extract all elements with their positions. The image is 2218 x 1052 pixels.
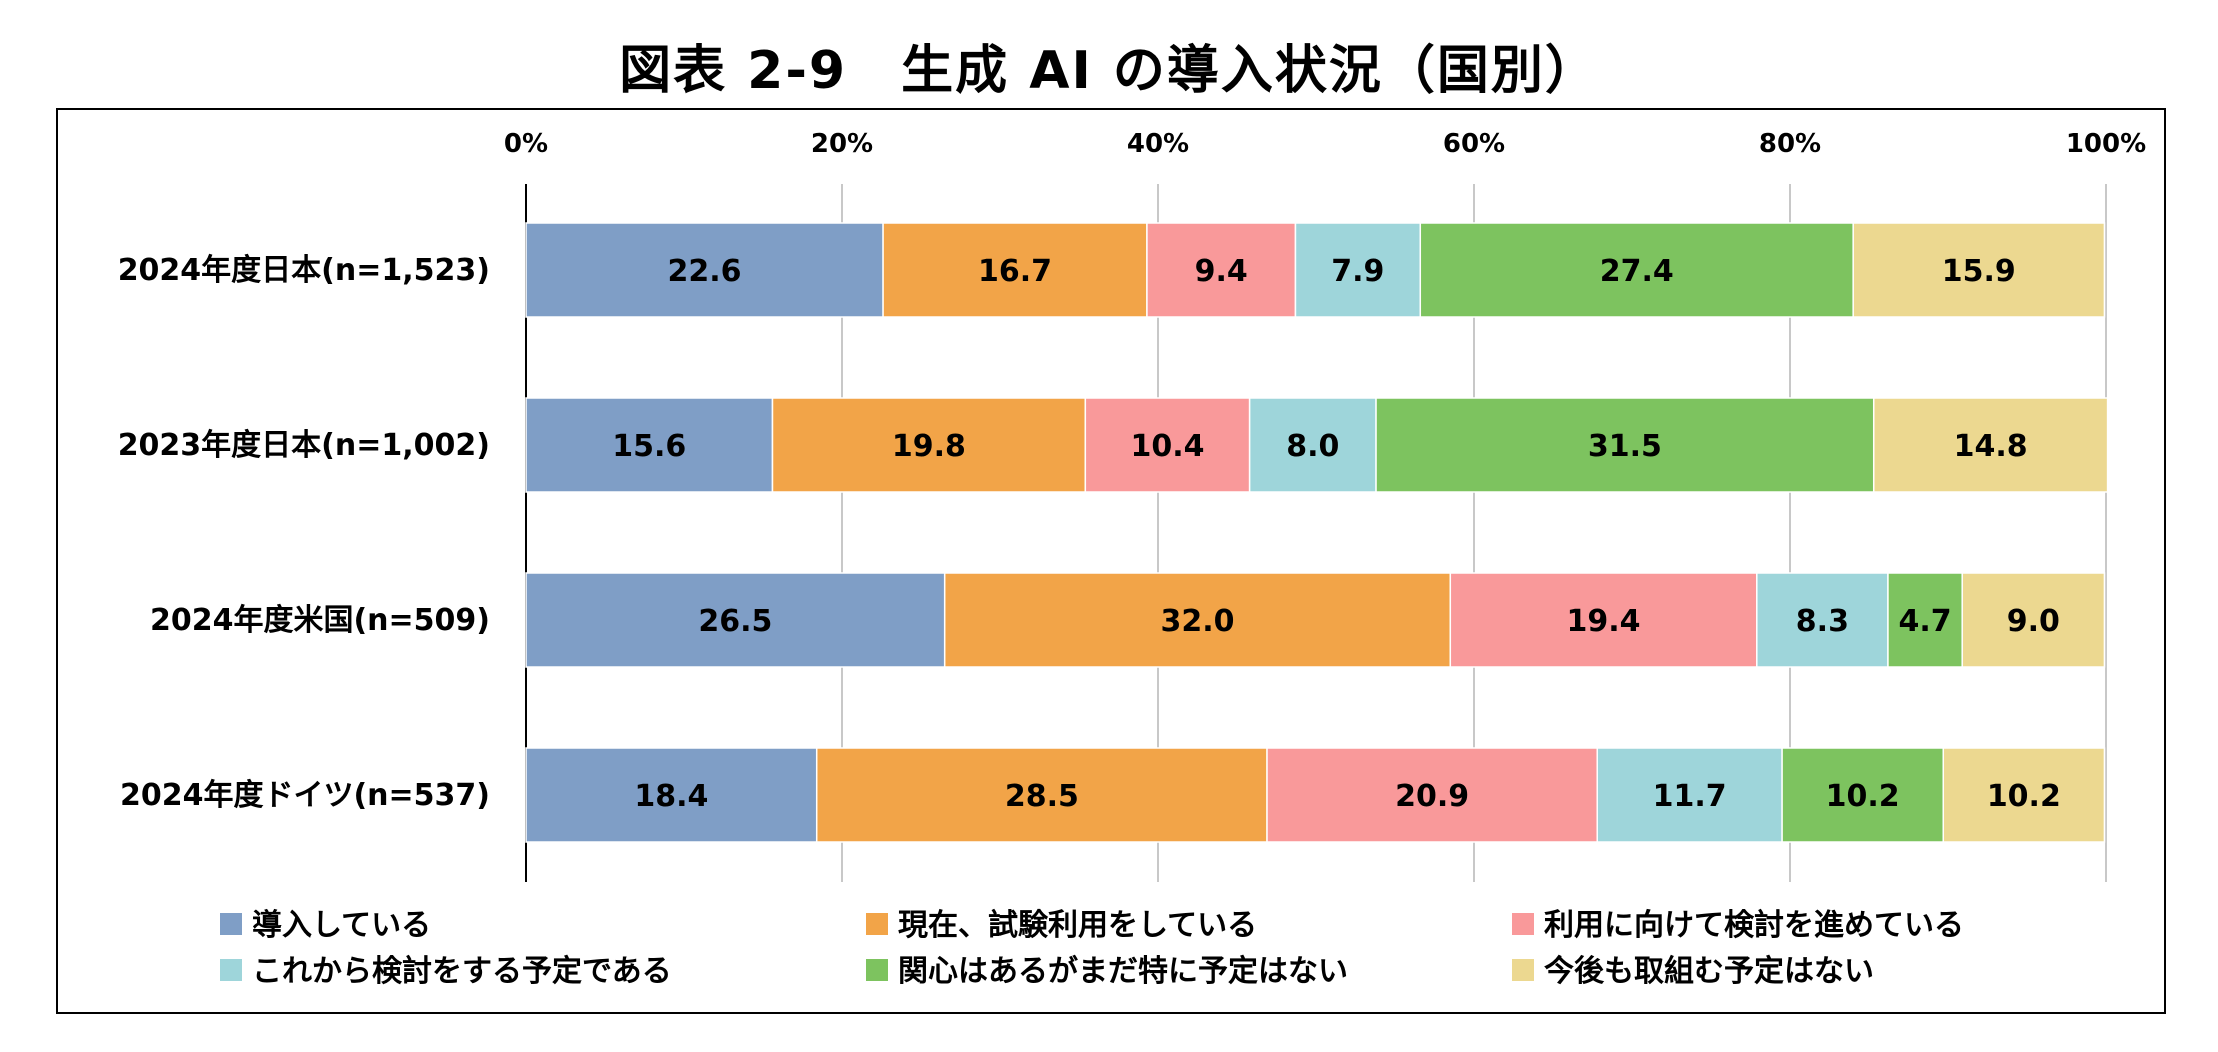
data-label: 32.0 — [1160, 604, 1234, 639]
x-tick-label: 100% — [2066, 129, 2146, 159]
bar-segment — [1872, 397, 2109, 493]
bar-segment — [1375, 397, 1875, 493]
x-tick-label: 0% — [504, 129, 548, 159]
data-label: 7.9 — [1331, 254, 1384, 289]
legend-label: 関心はあるがまだ特に予定はない — [898, 954, 1348, 989]
bar-segment — [1596, 747, 1783, 843]
data-label: 27.4 — [1600, 254, 1674, 289]
bar-segment — [1781, 747, 1945, 843]
data-label: 16.7 — [978, 254, 1052, 289]
bar-segment — [1942, 747, 2106, 843]
legend-swatch — [1512, 959, 1534, 981]
data-label: 19.8 — [892, 429, 966, 464]
legend-swatch — [866, 913, 888, 935]
x-tick-label: 40% — [1127, 129, 1189, 159]
bar-segment — [1961, 572, 2106, 668]
bar-segment — [1146, 222, 1297, 318]
bar-segment — [1294, 222, 1422, 318]
category-label: 2024年度日本(n=1,523) — [118, 253, 490, 288]
bar-segment — [1084, 397, 1251, 493]
bar-segment — [1852, 222, 2106, 318]
data-label: 26.5 — [698, 604, 772, 639]
category-label: 2023年度日本(n=1,002) — [118, 428, 490, 463]
data-label: 31.5 — [1588, 429, 1662, 464]
legend-swatch — [220, 913, 242, 935]
data-label: 9.0 — [2007, 604, 2060, 639]
legend-label: 利用に向けて検討を進めている — [1544, 908, 1964, 943]
chart-frame — [56, 108, 2166, 1014]
data-label: 10.4 — [1130, 429, 1204, 464]
bar-segment — [525, 397, 774, 493]
bar-segment — [1419, 222, 1854, 318]
bar-segment — [1248, 397, 1377, 493]
bar-segment — [525, 572, 946, 668]
data-label: 15.6 — [612, 429, 686, 464]
data-label: 8.3 — [1796, 604, 1849, 639]
data-label: 28.5 — [1005, 779, 1079, 814]
x-tick-label: 60% — [1443, 129, 1505, 159]
data-label: 4.7 — [1899, 604, 1952, 639]
bar-segment — [771, 397, 1087, 493]
data-label: 14.8 — [1954, 429, 2028, 464]
legend-label: 導入している — [252, 908, 431, 943]
x-tick-label: 20% — [811, 129, 873, 159]
legend-label: 今後も取組む予定はない — [1544, 954, 1874, 989]
chart-title: 図表 2-9 生成 AI の導入状況（国別） — [619, 41, 1599, 101]
data-label: 9.4 — [1195, 254, 1248, 289]
data-label: 20.9 — [1395, 779, 1469, 814]
data-label: 10.2 — [1826, 779, 1900, 814]
legend-swatch — [220, 959, 242, 981]
data-label: 10.2 — [1987, 779, 2061, 814]
bar-segment — [1887, 572, 1963, 668]
data-label: 15.9 — [1942, 254, 2016, 289]
legend-label: これから検討をする予定である — [252, 954, 672, 989]
legend-swatch — [1512, 913, 1534, 935]
category-label: 2024年度ドイツ(n=537) — [120, 778, 490, 813]
legend-label: 現在、試験利用をしている — [898, 908, 1257, 943]
data-label: 18.4 — [634, 779, 708, 814]
legend-swatch — [866, 959, 888, 981]
bar-segment — [1756, 572, 1889, 668]
data-label: 11.7 — [1653, 779, 1727, 814]
data-label: 8.0 — [1286, 429, 1339, 464]
category-label: 2024年度米国(n=509) — [150, 603, 490, 638]
x-tick-label: 80% — [1759, 129, 1821, 159]
bar-segment — [815, 747, 1268, 843]
data-label: 22.6 — [668, 254, 742, 289]
data-label: 19.4 — [1567, 604, 1641, 639]
